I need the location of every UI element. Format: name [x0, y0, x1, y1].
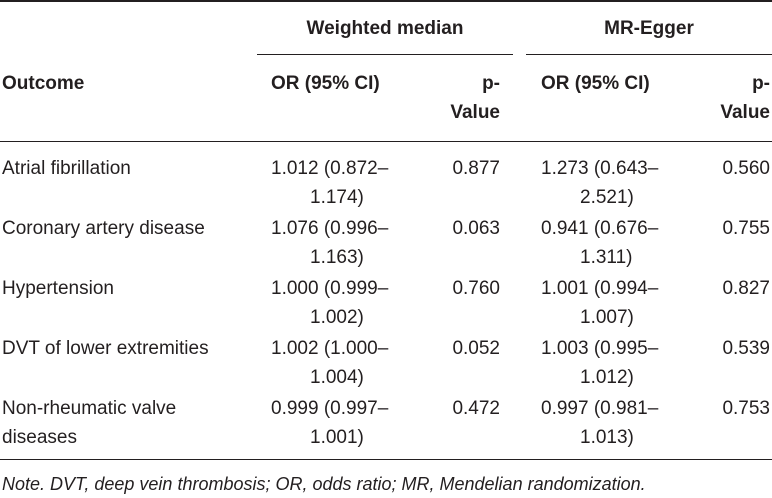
- eg-or-cell-cont: 1.013): [580, 427, 634, 448]
- column-header-or-ci-egger: OR (95% CI): [541, 73, 650, 94]
- wm-or-cell: 1.002 (1.000–: [271, 338, 389, 359]
- wm-or-cell-cont: 1.163): [310, 247, 364, 268]
- column-header-pvalue-weighted-l2: Value: [450, 102, 500, 123]
- group-header-weighted-median: Weighted median: [306, 18, 464, 39]
- outcome-cell: Atrial fibrillation: [2, 158, 131, 179]
- column-header-pvalue-egger-l2: Value: [720, 102, 770, 123]
- wm-or-cell: 1.012 (0.872–: [271, 158, 389, 179]
- wm-p-cell: 0.052: [452, 338, 500, 359]
- wm-or-cell: 1.076 (0.996–: [271, 218, 389, 239]
- wm-p-cell: 0.760: [452, 278, 500, 299]
- wm-or-cell-cont: 1.002): [310, 307, 364, 328]
- eg-or-cell-cont: 1.012): [580, 367, 634, 388]
- eg-or-cell: 1.273 (0.643–: [541, 158, 659, 179]
- outcome-cell: Coronary artery disease: [2, 218, 205, 239]
- outcome-cell: Non-rheumatic valve: [2, 398, 177, 419]
- wm-or-cell-cont: 1.001): [310, 427, 364, 448]
- wm-p-cell: 0.877: [452, 158, 500, 179]
- eg-p-cell: 0.560: [722, 158, 770, 179]
- eg-p-cell: 0.827: [722, 278, 770, 299]
- outcome-cell: Hypertension: [2, 278, 114, 299]
- eg-or-cell-cont: 2.521): [580, 187, 634, 208]
- header-bottom-rule: [0, 141, 772, 142]
- column-header-outcome: Outcome: [2, 73, 85, 94]
- column-header-or-ci-weighted: OR (95% CI): [271, 73, 380, 94]
- eg-p-cell: 0.539: [722, 338, 770, 359]
- column-header-pvalue-weighted-l1: p-: [482, 73, 500, 94]
- outcome-cell-cont: diseases: [2, 427, 77, 448]
- weighted-median-group-rule: [257, 54, 513, 55]
- wm-or-cell: 1.000 (0.999–: [271, 278, 389, 299]
- eg-or-cell-cont: 1.007): [580, 307, 634, 328]
- group-header-mr-egger: MR-Egger: [604, 18, 694, 39]
- column-header-pvalue-egger-l1: p-: [752, 73, 770, 94]
- wm-or-cell: 0.999 (0.997–: [271, 398, 389, 419]
- eg-or-cell: 1.001 (0.994–: [541, 278, 659, 299]
- eg-p-cell: 0.753: [722, 398, 770, 419]
- wm-or-cell-cont: 1.174): [310, 187, 364, 208]
- eg-p-cell: 0.755: [722, 218, 770, 239]
- table-top-rule: [0, 0, 772, 2]
- eg-or-cell: 0.941 (0.676–: [541, 218, 659, 239]
- eg-or-cell: 1.003 (0.995–: [541, 338, 659, 359]
- mr-egger-group-rule: [526, 54, 772, 55]
- wm-or-cell-cont: 1.004): [310, 367, 364, 388]
- table-bottom-rule: [0, 459, 772, 460]
- wm-p-cell: 0.063: [452, 218, 500, 239]
- outcome-cell: DVT of lower extremities: [2, 338, 209, 359]
- eg-or-cell-cont: 1.311): [580, 247, 633, 268]
- table-footnote: Note. DVT, deep vein thrombosis; OR, odd…: [2, 474, 646, 494]
- wm-p-cell: 0.472: [452, 398, 500, 419]
- eg-or-cell: 0.997 (0.981–: [541, 398, 659, 419]
